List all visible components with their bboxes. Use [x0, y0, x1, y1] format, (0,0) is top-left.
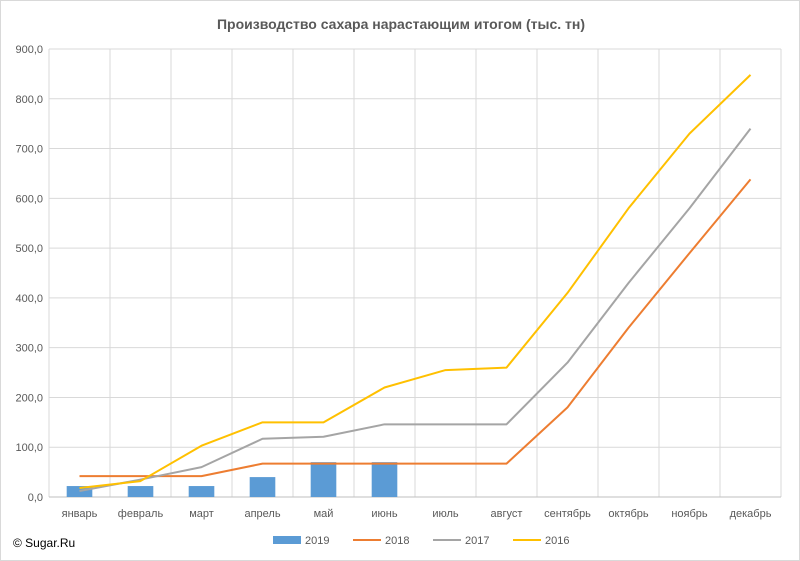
y-axis: 0,0 100,0 200,0 300,0 400,0 500,0 600,0 700,0 80…: [15, 44, 43, 504]
legend-label-2019: 2019: [305, 535, 329, 547]
x-tick-label: ноябрь: [671, 508, 708, 520]
legend-label-2017: 2017: [465, 535, 489, 547]
y-tick-label: 800,0: [15, 94, 43, 106]
x-tick-label: декабрь: [730, 508, 772, 520]
line-series: [79, 74, 752, 493]
y-tick-label: 200,0: [15, 392, 43, 404]
x-tick-label: октябрь: [608, 508, 648, 520]
x-tick-label: март: [189, 508, 214, 520]
y-tick-label: 700,0: [15, 144, 43, 156]
bar-2019: [310, 462, 337, 497]
x-tick-label: сентябрь: [544, 508, 591, 520]
legend-marker-2019: [273, 536, 301, 544]
y-tick-label: 100,0: [15, 442, 43, 454]
bar-2019: [66, 486, 93, 497]
x-tick-label: апрель: [244, 508, 280, 520]
y-tick-label: 900,0: [15, 44, 43, 56]
x-tick-label: июль: [432, 508, 459, 520]
y-tick-label: 0,0: [28, 492, 43, 504]
legend: 2019 2018 2017 2016: [273, 535, 569, 547]
grid: [48, 48, 782, 498]
y-tick-label: 500,0: [15, 243, 43, 255]
x-axis: январь февраль март апрель май июнь июль август…: [49, 496, 781, 520]
series-line-2017: [79, 128, 752, 493]
y-tick-label: 300,0: [15, 343, 43, 355]
bar-series: [66, 462, 398, 497]
y-tick-label: 400,0: [15, 293, 43, 305]
x-tick-label: январь: [62, 508, 98, 520]
x-tick-label: февраль: [118, 508, 164, 520]
bar-2019: [127, 486, 154, 497]
y-tick-label: 600,0: [15, 193, 43, 205]
series-line-2016: [79, 74, 752, 490]
x-tick-label: июнь: [371, 508, 397, 520]
bar-2019: [371, 462, 398, 497]
legend-label-2018: 2018: [385, 535, 409, 547]
x-tick-label: август: [491, 508, 523, 520]
chart-title: Производство сахара нарастающим итогом (…: [217, 16, 585, 32]
x-tick-label: май: [314, 508, 334, 520]
legend-label-2016: 2016: [545, 535, 569, 547]
bar-2019: [249, 477, 276, 497]
copyright-label: © Sugar.Ru: [13, 536, 75, 550]
bar-2019: [188, 486, 215, 497]
series-line-2018: [79, 178, 752, 478]
